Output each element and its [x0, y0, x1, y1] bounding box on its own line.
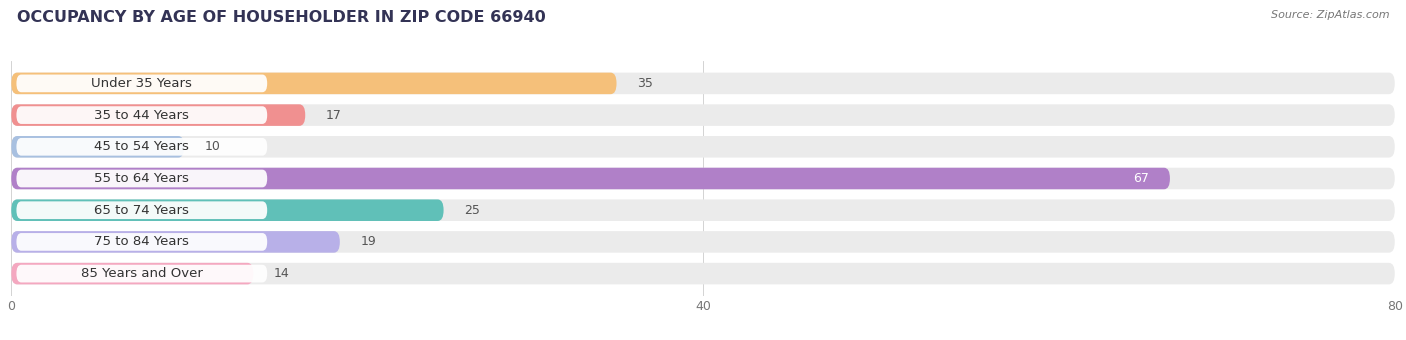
FancyBboxPatch shape — [17, 201, 267, 219]
Text: Source: ZipAtlas.com: Source: ZipAtlas.com — [1271, 10, 1389, 20]
Text: 75 to 84 Years: 75 to 84 Years — [94, 235, 190, 249]
Text: Under 35 Years: Under 35 Years — [91, 77, 193, 90]
Text: 85 Years and Over: 85 Years and Over — [82, 267, 202, 280]
Text: 45 to 54 Years: 45 to 54 Years — [94, 140, 190, 153]
Text: 55 to 64 Years: 55 to 64 Years — [94, 172, 190, 185]
FancyBboxPatch shape — [11, 200, 1395, 221]
FancyBboxPatch shape — [17, 265, 267, 283]
Text: 35 to 44 Years: 35 to 44 Years — [94, 108, 190, 122]
FancyBboxPatch shape — [11, 104, 305, 126]
FancyBboxPatch shape — [11, 231, 340, 253]
FancyBboxPatch shape — [11, 73, 1395, 94]
Text: 65 to 74 Years: 65 to 74 Years — [94, 204, 190, 217]
FancyBboxPatch shape — [11, 104, 1395, 126]
Text: 10: 10 — [205, 140, 221, 153]
FancyBboxPatch shape — [17, 170, 267, 187]
FancyBboxPatch shape — [11, 200, 444, 221]
FancyBboxPatch shape — [11, 263, 253, 284]
FancyBboxPatch shape — [17, 233, 267, 251]
FancyBboxPatch shape — [17, 74, 267, 92]
FancyBboxPatch shape — [11, 136, 1395, 157]
FancyBboxPatch shape — [11, 231, 1395, 253]
Text: 19: 19 — [360, 235, 377, 249]
Text: 17: 17 — [326, 108, 342, 122]
Text: OCCUPANCY BY AGE OF HOUSEHOLDER IN ZIP CODE 66940: OCCUPANCY BY AGE OF HOUSEHOLDER IN ZIP C… — [17, 10, 546, 25]
Text: 35: 35 — [637, 77, 654, 90]
FancyBboxPatch shape — [11, 168, 1395, 189]
Text: 25: 25 — [464, 204, 481, 217]
Text: 14: 14 — [274, 267, 290, 280]
FancyBboxPatch shape — [11, 73, 617, 94]
Text: 67: 67 — [1133, 172, 1149, 185]
FancyBboxPatch shape — [17, 106, 267, 124]
FancyBboxPatch shape — [11, 168, 1170, 189]
FancyBboxPatch shape — [17, 138, 267, 156]
FancyBboxPatch shape — [11, 136, 184, 157]
FancyBboxPatch shape — [11, 263, 1395, 284]
